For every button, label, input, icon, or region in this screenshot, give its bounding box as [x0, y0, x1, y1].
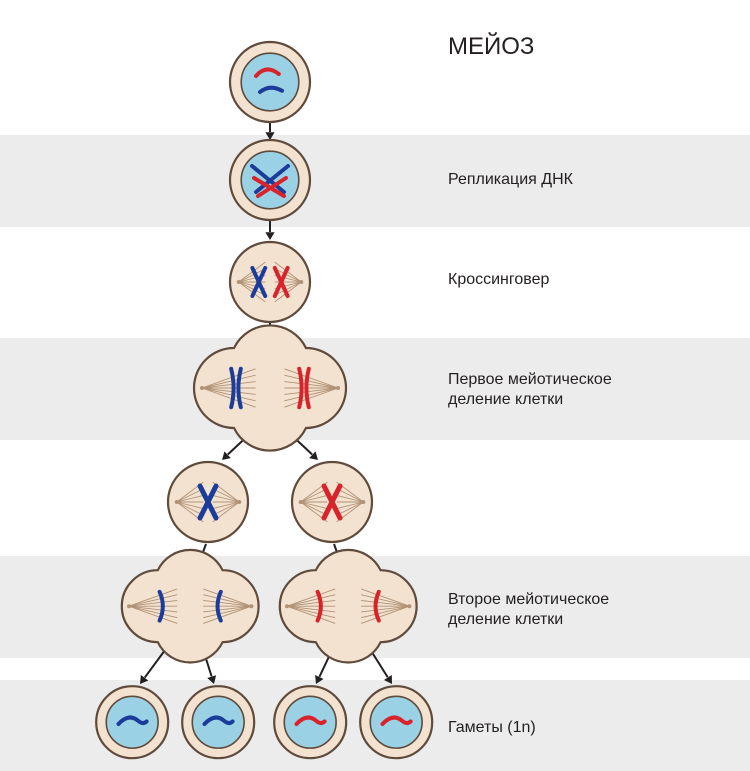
- cell-c4: [182, 340, 358, 436]
- diagram-title: МЕЙОЗ: [448, 32, 534, 62]
- cell-c2: [222, 132, 318, 228]
- background-band: [0, 135, 750, 227]
- cell-g1: [89, 679, 175, 765]
- cell-g2: [175, 679, 261, 765]
- stage-label-first_div: Первое мейотическое деление клетки: [448, 370, 612, 410]
- stage-label-second_div: Второе мейотическое деление клетки: [448, 590, 609, 630]
- cell-c5b: [284, 454, 380, 550]
- stage-label-replication: Репликация ДНК: [448, 170, 573, 190]
- cell-c1: [222, 34, 318, 130]
- background-band: [0, 338, 750, 440]
- stage-label-gametes: Гаметы (1n): [448, 718, 536, 738]
- diagram-root: МЕЙОЗ Репликация ДНК Кроссинговер Первое ме…: [0, 0, 750, 771]
- cell-g3: [267, 679, 353, 765]
- stage-label-crossover: Кроссинговер: [448, 270, 549, 290]
- cell-g4: [353, 679, 439, 765]
- cell-c6b: [269, 563, 427, 649]
- cell-c3: [222, 234, 318, 330]
- cell-c5a: [160, 454, 256, 550]
- cell-c6a: [111, 563, 269, 649]
